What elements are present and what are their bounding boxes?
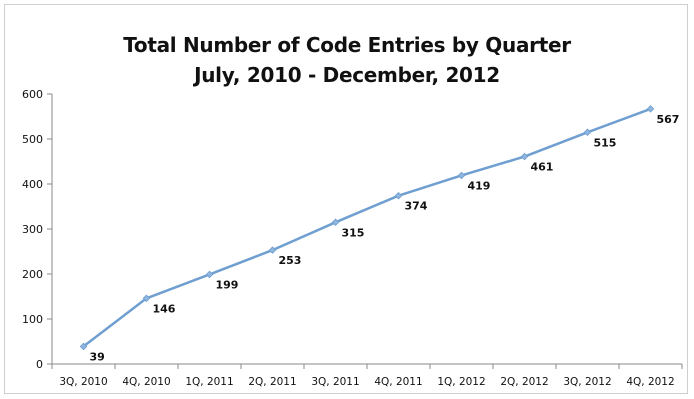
chart-subtitle: July, 2010 - December, 2012 xyxy=(194,63,500,87)
x-tick-label: 1Q, 2011 xyxy=(185,376,233,388)
x-tick-label: 3Q, 2011 xyxy=(311,376,359,388)
y-tick-label: 300 xyxy=(22,223,43,236)
x-tick-label: 3Q, 2010 xyxy=(59,376,107,388)
data-label: 515 xyxy=(594,136,617,149)
data-label: 315 xyxy=(342,226,365,239)
x-tick-label: 1Q, 2012 xyxy=(437,376,485,388)
data-point xyxy=(394,191,403,200)
y-tick-label: 600 xyxy=(22,88,43,101)
x-tick-label: 4Q, 2012 xyxy=(626,376,674,388)
data-point xyxy=(331,218,340,227)
data-label: 146 xyxy=(153,302,176,315)
y-tick-label: 0 xyxy=(36,358,43,371)
y-tick-label: 400 xyxy=(22,178,43,191)
x-tick-label: 2Q, 2012 xyxy=(500,376,548,388)
data-label: 253 xyxy=(279,254,302,267)
data-label: 199 xyxy=(216,278,239,291)
series-line xyxy=(82,107,651,348)
chart-title-block: Total Number of Code Entries by Quarter … xyxy=(0,30,694,90)
data-label: 374 xyxy=(405,200,428,213)
data-point xyxy=(583,128,592,137)
data-point xyxy=(457,171,466,180)
x-tick-label: 4Q, 2010 xyxy=(122,376,170,388)
chart-title: Total Number of Code Entries by Quarter xyxy=(123,33,571,57)
data-label: 567 xyxy=(657,113,680,126)
x-tick-label: 3Q, 2012 xyxy=(563,376,611,388)
data-label: 419 xyxy=(468,179,491,192)
data-point xyxy=(646,105,655,113)
data-label: 461 xyxy=(531,161,554,174)
chart-frame xyxy=(4,4,688,394)
data-point xyxy=(268,246,277,254)
data-label: 39 xyxy=(90,350,105,363)
series-layer xyxy=(79,105,655,351)
y-tick-label: 100 xyxy=(22,313,43,326)
y-tick-label: 200 xyxy=(22,268,43,281)
data-point xyxy=(520,152,529,161)
axes: 0 100 200 300 400 500 600 3Q, 2010 4Q, 2010 1Q, 2… xyxy=(22,88,683,388)
data-point xyxy=(79,342,88,351)
y-tick-label: 500 xyxy=(22,133,43,146)
data-point xyxy=(142,294,151,303)
x-tick-label: 4Q, 2011 xyxy=(374,376,422,388)
data-point xyxy=(205,270,214,279)
x-tick-label: 2Q, 2011 xyxy=(248,376,296,388)
data-labels: 39 146 199 253 315 374 419 461 515 567 xyxy=(90,113,680,364)
